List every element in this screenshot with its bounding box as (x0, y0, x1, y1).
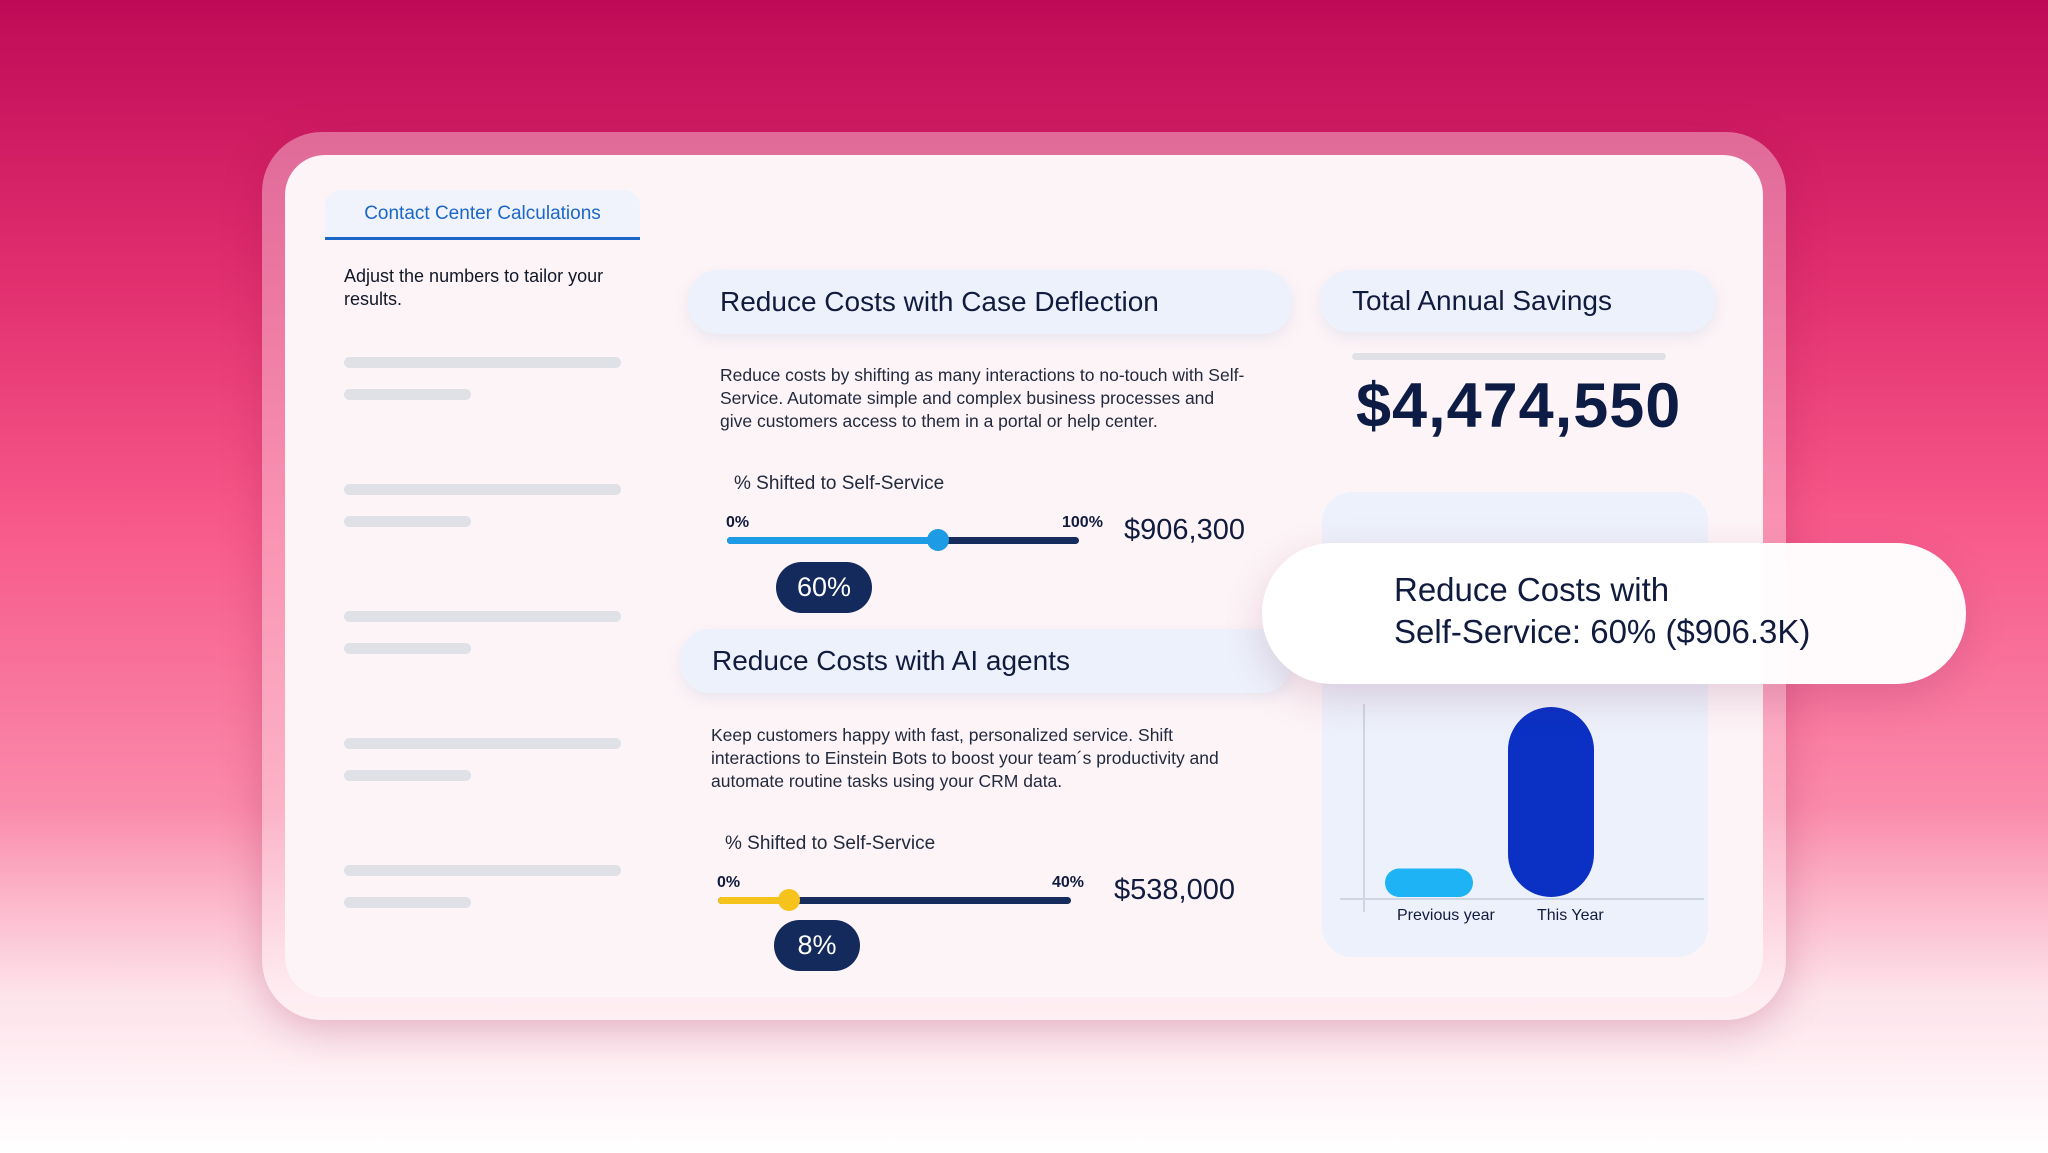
case-deflection-min-label: 0% (726, 514, 750, 531)
callout-text: Reduce Costs with Self-Service: 60% ($90… (1394, 569, 1810, 653)
chart-category-label: This Year (1537, 907, 1604, 924)
case-deflection-slider-fill (727, 537, 939, 544)
placeholder-line (344, 357, 621, 368)
case-deflection-value-badge: 60% (776, 562, 872, 613)
ai-agents-description: Keep customers happy with fast, personal… (711, 725, 1219, 791)
placeholder-line (344, 484, 621, 495)
callout-line: Reduce Costs with (1394, 571, 1670, 608)
ai-agents-amount: $538,000 (1114, 874, 1235, 906)
case-deflection-slider-label: % Shifted to Self-Service (734, 473, 945, 494)
chart-bar-previous-year (1385, 868, 1473, 897)
savings-bar-chart (1340, 704, 1704, 912)
case-deflection-slider-handle[interactable] (927, 529, 950, 551)
self-service-callout (1262, 543, 1966, 684)
callout-line: Self-Service: 60% ($906.3K) (1394, 613, 1811, 650)
case-deflection-description: Reduce costs by shifting as many interac… (720, 365, 1245, 431)
ai-agents-value-badge: 8% (774, 920, 860, 971)
placeholder-line (344, 897, 471, 908)
placeholder-line (344, 738, 621, 749)
case-deflection-title: Reduce Costs with Case Deflection (688, 270, 1292, 334)
tab-contact-center-calculations[interactable]: Contact Center Calculations (325, 190, 640, 240)
ai-agents-slider[interactable] (718, 889, 1071, 911)
placeholder-line (344, 516, 471, 527)
chart-bar-this-year (1508, 707, 1594, 897)
placeholder-line (344, 643, 471, 654)
ai-agents-max-label: 40% (1052, 874, 1085, 891)
ai-agents-title: Reduce Costs with AI agents (680, 629, 1292, 693)
sidebar-intro: Adjust the numbers to tailor your result… (344, 266, 604, 309)
ai-agents-slider-label: % Shifted to Self-Service (725, 833, 936, 854)
total-savings-value: $4,474,550 (1356, 371, 1682, 441)
ai-agents-slider-handle[interactable] (777, 889, 800, 911)
case-deflection-max-label: 100% (1062, 514, 1103, 531)
ai-agents-min-label: 0% (717, 874, 741, 891)
chart-category-label: Previous year (1397, 907, 1495, 924)
placeholder-line (344, 865, 621, 876)
total-savings-divider (1352, 353, 1666, 360)
placeholder-line (344, 611, 621, 622)
case-deflection-slider[interactable] (727, 529, 1079, 551)
ai-agents-slider-fill (718, 897, 789, 904)
placeholder-line (344, 389, 471, 400)
placeholder-line (344, 770, 471, 781)
total-savings-title: Total Annual Savings (1320, 270, 1716, 332)
case-deflection-amount: $906,300 (1124, 514, 1245, 546)
